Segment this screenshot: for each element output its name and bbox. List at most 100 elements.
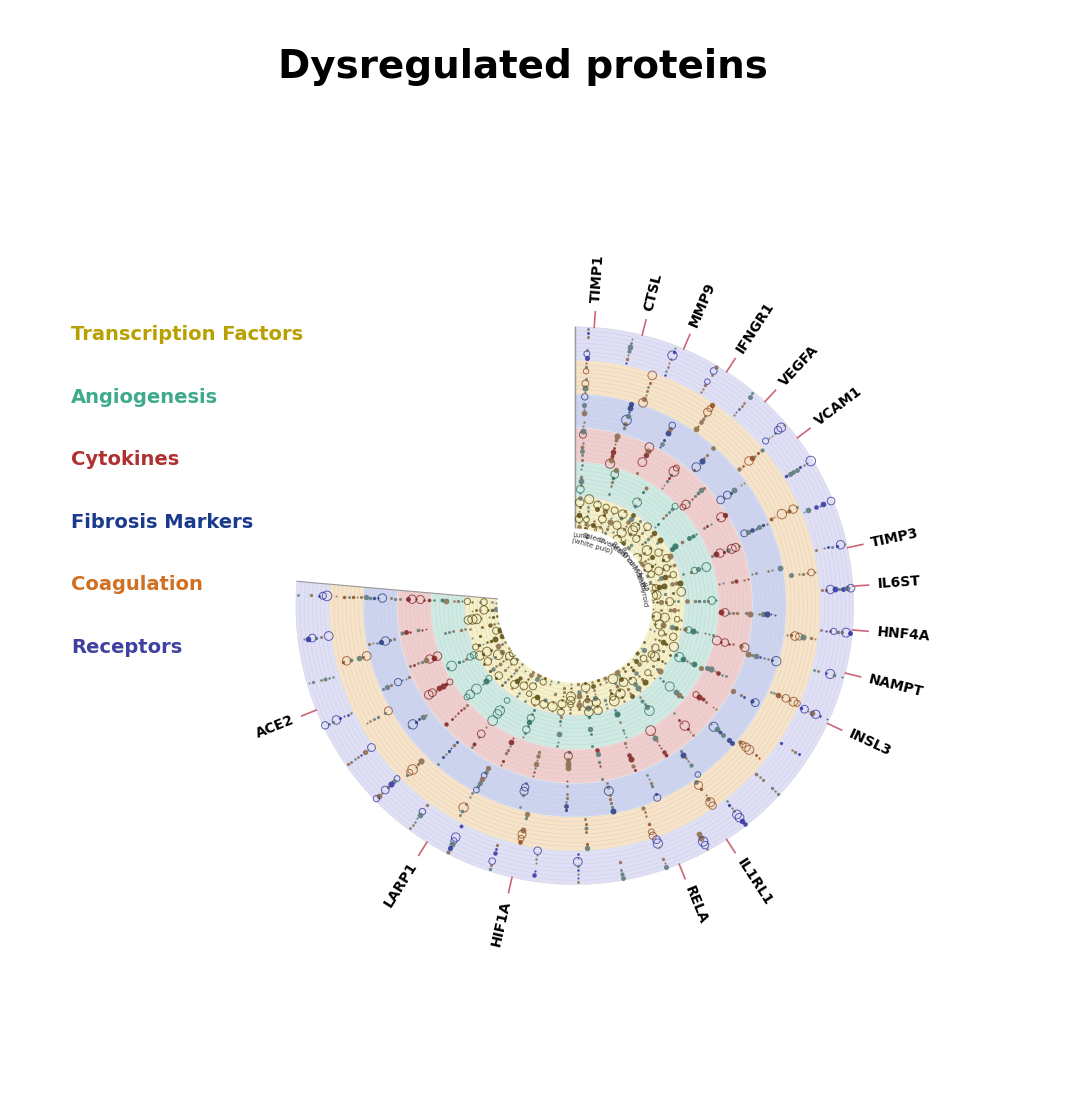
Point [807, 498, 824, 516]
Point [620, 342, 637, 360]
Point [667, 683, 685, 701]
Point [496, 661, 513, 679]
Point [671, 620, 688, 638]
Point [720, 732, 738, 749]
Point [842, 579, 860, 597]
Point [342, 753, 360, 770]
Point [643, 774, 660, 792]
Point [571, 498, 589, 516]
Point [703, 365, 720, 383]
Point [571, 485, 589, 503]
Point [766, 684, 783, 702]
Point [604, 689, 621, 706]
Point [807, 705, 824, 723]
Point [636, 695, 653, 713]
Point [687, 685, 704, 703]
Point [672, 743, 689, 761]
Point [734, 736, 752, 754]
Point [502, 655, 519, 673]
Point [386, 773, 403, 790]
Point [670, 592, 687, 610]
Point [751, 768, 768, 786]
Point [410, 711, 428, 728]
Point [494, 699, 511, 716]
Point [577, 519, 594, 537]
Point [633, 670, 650, 687]
Point [373, 633, 390, 651]
Point [468, 680, 485, 697]
Point [428, 682, 445, 700]
Point [620, 514, 637, 531]
Point [671, 685, 688, 703]
Point [785, 693, 802, 711]
Point [617, 662, 634, 680]
Point [577, 819, 594, 837]
Point [559, 755, 577, 773]
Point [699, 517, 716, 535]
Point [463, 738, 481, 756]
Point [402, 819, 419, 837]
Point [499, 659, 516, 676]
Point [569, 873, 586, 891]
Point [536, 670, 553, 687]
Point [619, 407, 636, 425]
Point [663, 576, 680, 593]
Point [484, 660, 501, 677]
Point [708, 510, 726, 528]
Point [725, 635, 742, 653]
Point [720, 634, 738, 652]
Point [399, 766, 416, 784]
Point [544, 694, 562, 712]
Point [760, 430, 778, 447]
Point [327, 588, 345, 606]
Point [726, 482, 743, 499]
Point [596, 670, 613, 687]
Point [630, 515, 647, 532]
Point [487, 670, 504, 687]
Point [751, 606, 768, 623]
Point [788, 498, 806, 516]
Point [692, 829, 710, 847]
Point [652, 624, 670, 642]
Point [488, 600, 505, 618]
Point [467, 639, 484, 656]
Point [308, 629, 325, 646]
Point [660, 609, 677, 627]
Point [622, 658, 639, 675]
Point [726, 803, 743, 820]
Text: TIMP3: TIMP3 [869, 526, 920, 549]
Point [370, 787, 388, 805]
Point [694, 410, 712, 427]
Text: IL6ST: IL6ST [877, 575, 921, 591]
Point [643, 666, 660, 684]
Point [702, 794, 719, 811]
Point [648, 586, 665, 603]
Text: Receptors: Receptors [71, 638, 183, 656]
Point [608, 530, 625, 548]
Point [581, 721, 598, 738]
Point [596, 691, 613, 708]
Point [578, 362, 595, 380]
Point [821, 622, 838, 640]
Point [436, 624, 454, 642]
Point [694, 832, 712, 850]
Text: Fibrosis Markers: Fibrosis Markers [71, 513, 253, 531]
Point [818, 664, 835, 682]
Point [661, 646, 678, 664]
Point [489, 614, 507, 632]
Point [643, 527, 660, 545]
Point [302, 587, 320, 604]
Point [636, 804, 653, 821]
Point [477, 718, 495, 736]
Point [667, 575, 685, 592]
Circle shape [498, 529, 651, 682]
Point [804, 704, 821, 722]
Point [678, 652, 696, 670]
Point [677, 749, 694, 767]
Point [636, 390, 653, 407]
Point [596, 503, 613, 520]
Point [735, 474, 753, 492]
Point [615, 721, 632, 738]
Wedge shape [465, 496, 685, 715]
Point [499, 670, 516, 687]
